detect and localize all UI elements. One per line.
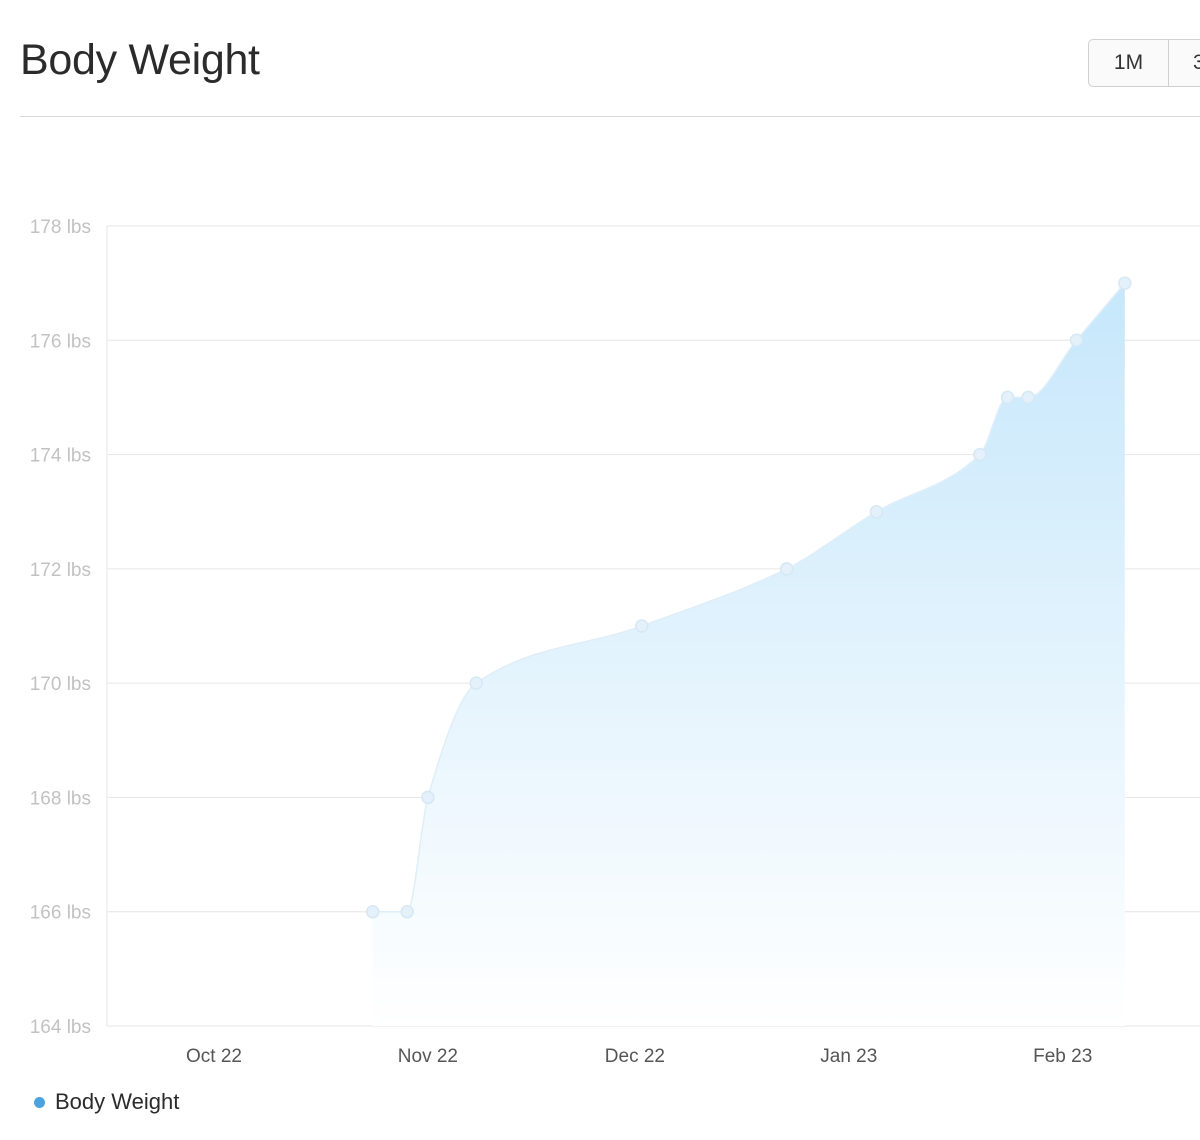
data-point[interactable] <box>635 619 649 633</box>
data-point[interactable] <box>1000 390 1015 405</box>
x-tick-label: Oct 22 <box>186 1046 242 1067</box>
data-points <box>365 276 1132 919</box>
range-button-3m[interactable]: 3 <box>1169 40 1200 86</box>
legend-marker <box>34 1096 45 1108</box>
y-tick-label: 172 lbs <box>30 560 91 581</box>
body-weight-chart: 164 lbs 166 lbs 168 lbs 170 lbs 172 lbs 174 l… <box>30 217 1200 1067</box>
data-point[interactable] <box>1069 333 1084 348</box>
y-axis: 164 lbs 166 lbs 168 lbs 170 lbs 172 lbs 174 l… <box>30 217 108 1038</box>
x-tick-label: Dec 22 <box>605 1046 665 1067</box>
range-selector: 1M 3 <box>1088 39 1200 87</box>
x-axis: Oct 22 Nov 22 Dec 22 Jan 23 Feb 23 <box>186 1046 1092 1067</box>
data-point[interactable] <box>421 790 435 805</box>
header-divider <box>20 116 1200 117</box>
y-tick-label: 176 lbs <box>30 331 91 352</box>
series-area <box>372 283 1125 1027</box>
y-tick-label: 168 lbs <box>30 788 91 809</box>
data-point[interactable] <box>400 904 414 919</box>
y-tick-label: 178 lbs <box>30 217 91 238</box>
y-tick-label: 164 lbs <box>30 1017 91 1038</box>
x-tick-label: Jan 23 <box>820 1046 877 1067</box>
x-tick-label: Nov 22 <box>398 1046 458 1067</box>
data-point[interactable] <box>973 447 987 462</box>
legend-label[interactable]: Body Weight <box>55 1089 180 1114</box>
x-tick-label: Feb 23 <box>1033 1046 1092 1067</box>
data-point[interactable] <box>869 504 884 519</box>
legend: Body Weight <box>34 1089 179 1115</box>
data-point[interactable] <box>1021 390 1035 405</box>
y-tick-label: 166 lbs <box>30 903 91 924</box>
data-point[interactable] <box>469 676 483 690</box>
y-tick-label: 174 lbs <box>30 446 91 467</box>
range-button-1m[interactable]: 1M <box>1089 40 1169 86</box>
data-point[interactable] <box>365 904 380 919</box>
data-point[interactable] <box>1118 276 1132 290</box>
page-title: Body Weight <box>20 36 260 84</box>
y-tick-label: 170 lbs <box>30 674 91 695</box>
data-point[interactable] <box>779 562 794 576</box>
